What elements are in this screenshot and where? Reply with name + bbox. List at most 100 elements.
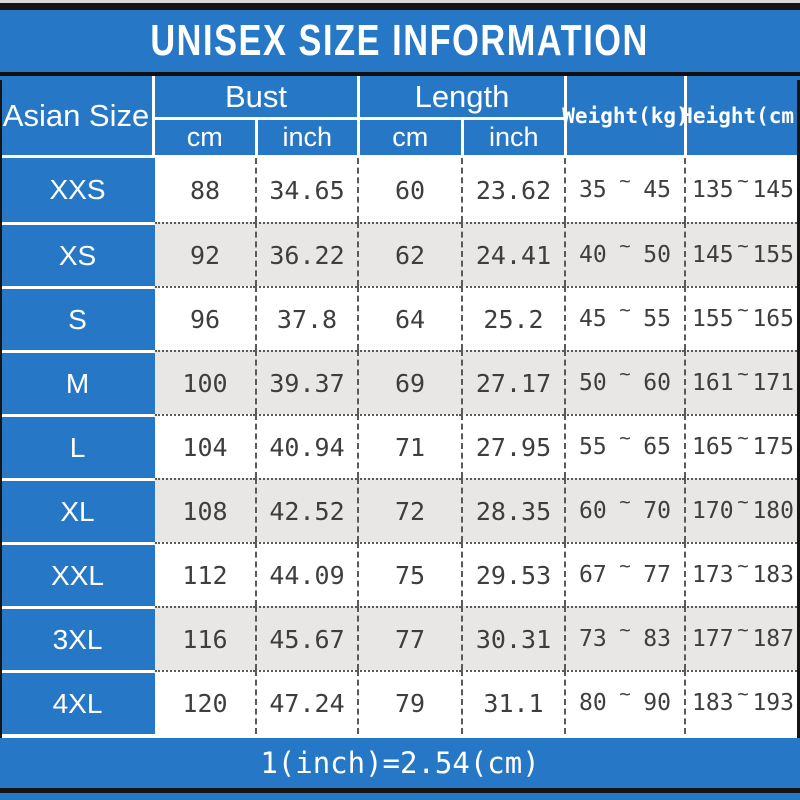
page-title: UNISEX SIZE INFORMATION bbox=[150, 16, 650, 65]
size-label: S bbox=[0, 286, 155, 350]
tilde-separator: ~ bbox=[737, 555, 749, 577]
length-cm-value: 60 bbox=[357, 158, 461, 222]
height-range: 183 ~193 bbox=[684, 670, 800, 734]
size-label: XS bbox=[0, 222, 155, 286]
tilde-separator: ~ bbox=[737, 170, 749, 192]
table-row: XXS 88 34.65 60 23.62 35 ~45 135 ~145 bbox=[0, 158, 800, 222]
footer-gap bbox=[0, 734, 800, 738]
height-range-min: 170 bbox=[692, 498, 734, 524]
weight-range: 50 ~60 bbox=[564, 350, 684, 414]
weight-range-min: 55 bbox=[579, 434, 607, 460]
weight-range-min: 35 bbox=[579, 177, 607, 203]
length-cm-value: 79 bbox=[357, 670, 461, 734]
size-label: L bbox=[0, 414, 155, 478]
weight-range-max: 70 bbox=[643, 498, 671, 524]
bust-cm-value: 112 bbox=[155, 542, 255, 606]
height-range-max: 193 bbox=[752, 690, 794, 716]
bottom-blue-strip bbox=[0, 793, 800, 796]
tilde-separator: ~ bbox=[737, 619, 749, 641]
bust-inch-value: 40.94 bbox=[255, 414, 357, 478]
bust-cm-value: 116 bbox=[155, 606, 255, 670]
length-inch-value: 27.95 bbox=[461, 414, 564, 478]
header-bust-cm: cm bbox=[186, 122, 223, 152]
bust-inch-value: 42.52 bbox=[255, 478, 357, 542]
header-bust-label: Bust bbox=[224, 78, 288, 114]
height-range-max: 145 bbox=[752, 177, 794, 203]
weight-range-min: 40 bbox=[579, 242, 607, 268]
bust-inch-value: 37.8 bbox=[255, 286, 357, 350]
bust-cm-value: 96 bbox=[155, 286, 255, 350]
weight-range-max: 83 bbox=[643, 626, 671, 652]
right-border bbox=[797, 80, 800, 738]
bust-cm-value: 100 bbox=[155, 350, 255, 414]
tilde-separator: ~ bbox=[737, 299, 749, 321]
table-body: XXS 88 34.65 60 23.62 35 ~45 135 ~145 XS 92 36.22 62… bbox=[0, 158, 800, 734]
height-range-min: 165 bbox=[692, 434, 734, 460]
bust-cm-value: 120 bbox=[155, 670, 255, 734]
length-cm-value: 69 bbox=[357, 350, 461, 414]
size-label: XL bbox=[0, 478, 155, 542]
height-range: 161 ~171 bbox=[684, 350, 800, 414]
height-range-min: 145 bbox=[692, 242, 734, 268]
table-row: 4XL 120 47.24 79 31.1 80 ~90 183 ~193 bbox=[0, 670, 800, 734]
title-banner: UNISEX SIZE INFORMATION bbox=[0, 10, 800, 76]
length-inch-value: 24.41 bbox=[461, 222, 564, 286]
height-range-max: 187 bbox=[752, 626, 794, 652]
height-range: 155 ~165 bbox=[684, 286, 800, 350]
length-cm-value: 71 bbox=[357, 414, 461, 478]
weight-range-min: 45 bbox=[579, 306, 607, 332]
size-label: XXS bbox=[0, 158, 155, 222]
height-range-max: 180 bbox=[752, 498, 794, 524]
tilde-separator: ~ bbox=[619, 683, 631, 705]
height-range-max: 183 bbox=[752, 562, 794, 588]
bust-inch-value: 39.37 bbox=[255, 350, 357, 414]
header-height: Height(cm) bbox=[680, 76, 800, 158]
bust-cm-value: 88 bbox=[155, 158, 255, 222]
weight-range-min: 80 bbox=[579, 690, 607, 716]
weight-range-max: 60 bbox=[643, 370, 671, 396]
height-range: 165 ~175 bbox=[684, 414, 800, 478]
length-cm-value: 64 bbox=[357, 286, 461, 350]
tilde-separator: ~ bbox=[737, 363, 749, 385]
weight-range-max: 45 bbox=[643, 177, 671, 203]
size-label: 4XL bbox=[0, 670, 155, 734]
tilde-separator: ~ bbox=[619, 555, 631, 577]
height-range-min: 183 bbox=[692, 690, 734, 716]
weight-range: 67 ~77 bbox=[564, 542, 684, 606]
bottom-black-bar bbox=[0, 788, 800, 793]
conversion-note: 1(inch)=2.54(cm) bbox=[260, 746, 540, 780]
height-range-min: 155 bbox=[692, 306, 734, 332]
height-range: 170 ~180 bbox=[684, 478, 800, 542]
table-header: Asian Size Bust cm inch Length cm inch W… bbox=[0, 76, 800, 158]
length-cm-value: 77 bbox=[357, 606, 461, 670]
height-range: 145 ~155 bbox=[684, 222, 800, 286]
weight-range: 40 ~50 bbox=[564, 222, 684, 286]
weight-range: 45 ~55 bbox=[564, 286, 684, 350]
weight-range-min: 60 bbox=[579, 498, 607, 524]
length-inch-value: 25.2 bbox=[461, 286, 564, 350]
tilde-separator: ~ bbox=[737, 683, 749, 705]
weight-range: 35 ~45 bbox=[564, 158, 684, 222]
height-range-min: 177 bbox=[692, 626, 734, 652]
bust-inch-value: 44.09 bbox=[255, 542, 357, 606]
length-inch-value: 30.31 bbox=[461, 606, 564, 670]
weight-range: 60 ~70 bbox=[564, 478, 684, 542]
header-asian-size: Asian Size bbox=[0, 76, 155, 158]
table-row: XS 92 36.22 62 24.41 40 ~50 145 ~155 bbox=[0, 222, 800, 286]
length-cm-value: 72 bbox=[357, 478, 461, 542]
tilde-separator: ~ bbox=[619, 299, 631, 321]
height-range-min: 173 bbox=[692, 562, 734, 588]
height-range: 173 ~183 bbox=[684, 542, 800, 606]
header-length-inch: inch bbox=[460, 120, 565, 155]
weight-range-max: 55 bbox=[643, 306, 671, 332]
tilde-separator: ~ bbox=[619, 619, 631, 641]
table-row: 3XL 116 45.67 77 30.31 73 ~83 177 ~187 bbox=[0, 606, 800, 670]
table-row: XL 108 42.52 72 28.35 60 ~70 170 ~180 bbox=[0, 478, 800, 542]
weight-range-max: 50 bbox=[643, 242, 671, 268]
size-label: M bbox=[0, 350, 155, 414]
height-range-max: 175 bbox=[752, 434, 794, 460]
length-inch-value: 28.35 bbox=[461, 478, 564, 542]
height-range-min: 135 bbox=[692, 177, 734, 203]
tilde-separator: ~ bbox=[619, 170, 631, 192]
tilde-separator: ~ bbox=[737, 491, 749, 513]
